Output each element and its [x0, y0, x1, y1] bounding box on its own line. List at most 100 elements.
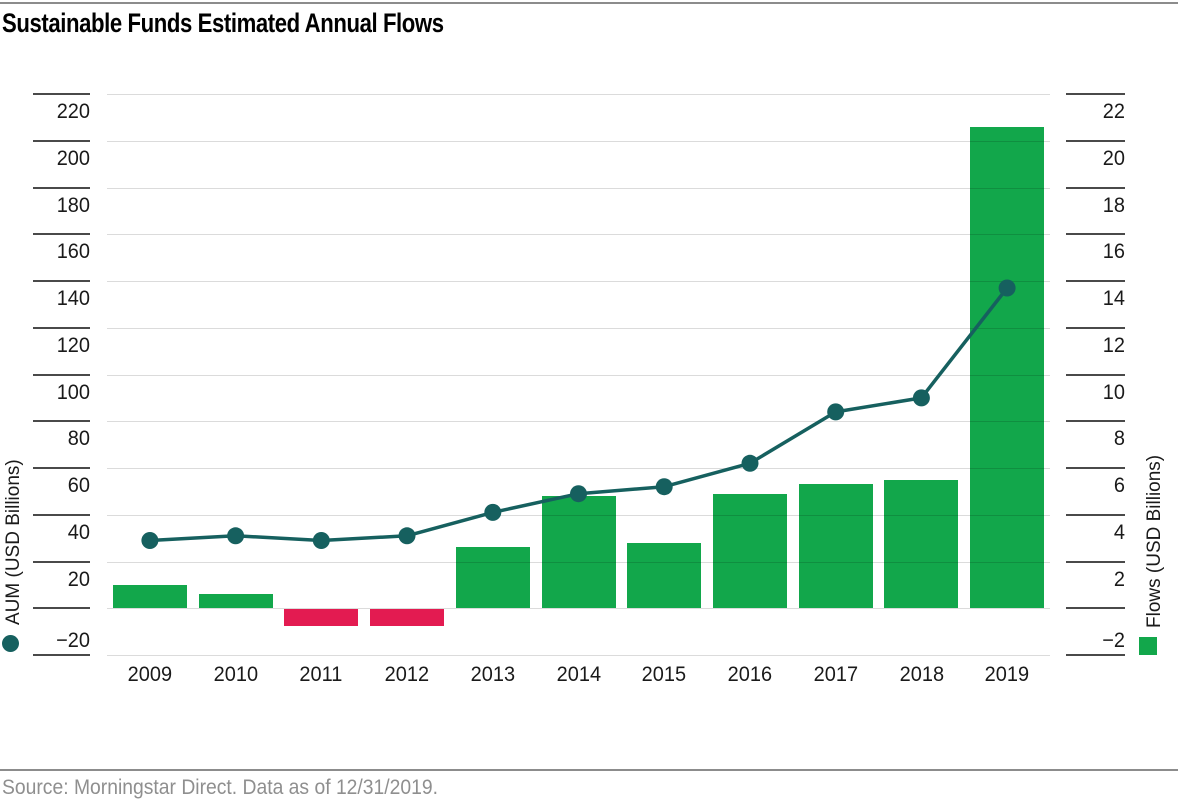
right-axis-tick [1066, 280, 1125, 282]
left-axis-tick [33, 93, 90, 95]
right-axis-tick-label: −2 [1102, 629, 1125, 652]
flow-bar-2009 [112, 584, 187, 609]
left-axis-tick [33, 233, 90, 236]
aum-dot-2017 [827, 403, 845, 421]
year-label-2011: 2011 [299, 663, 343, 686]
top-rule [0, 2, 1178, 4]
aum-line-layer [141, 279, 1016, 549]
aum-dot-2018 [912, 389, 930, 407]
right-axis-tick [1066, 513, 1125, 516]
left-axis-tick [33, 280, 90, 282]
y-gridline [107, 234, 1050, 236]
right-axis-tick-label: 20 [1102, 146, 1125, 170]
left-axis-tick-label: 40 [67, 520, 90, 544]
right-axis-tick [1066, 326, 1125, 329]
right-axis-tick-label: 14 [1102, 287, 1125, 310]
right-axis-tick [1066, 467, 1125, 469]
y-gridline [107, 514, 1050, 516]
right-axis-tick-label: 22 [1102, 100, 1125, 123]
right-axis-tick [1066, 139, 1125, 142]
year-label-2014: 2014 [556, 663, 601, 686]
flow-bar-2011 [284, 609, 359, 626]
left-axis-tick-label: 60 [67, 474, 90, 497]
right-axis-tick [1066, 607, 1125, 610]
right-axis-tick [1066, 233, 1125, 236]
left-axis-tick [33, 139, 90, 142]
aum-dot-2011 [312, 532, 330, 549]
year-label-2013: 2013 [470, 663, 515, 686]
left-axis-tick [33, 420, 90, 423]
left-axis-tick [33, 560, 90, 563]
left-axis-tick [33, 607, 90, 610]
aum-line-legend-circle-icon [2, 635, 19, 652]
right-axis-tick-label: 16 [1102, 240, 1125, 264]
left-axis-tick-label: 80 [67, 427, 90, 451]
left-axis-tick [33, 373, 90, 376]
left-axis-title: AUM (USD Billions) [3, 459, 24, 625]
left-axis-tick [33, 513, 90, 516]
y-gridline [107, 608, 1050, 610]
year-label-2016: 2016 [727, 663, 773, 686]
right-axis-tick [1066, 93, 1125, 95]
left-axis-tick-label: 180 [56, 193, 90, 217]
flow-bar-2010 [198, 594, 273, 609]
y-gridline [107, 655, 1050, 656]
aum-line [149, 286, 1009, 543]
flow-bar-2014 [541, 496, 616, 609]
source-note: Source: Morningstar Direct. Data as of 1… [2, 776, 439, 799]
year-label-2012: 2012 [384, 663, 430, 686]
left-axis-tick [33, 467, 90, 469]
aum-dot-2012 [398, 527, 416, 545]
flow-bar-2016 [712, 493, 787, 609]
aum-dot-2019 [998, 279, 1016, 297]
flows-bar-legend-square-icon [1139, 637, 1157, 655]
y-gridline [107, 374, 1050, 376]
flow-bar-2012 [370, 609, 445, 626]
left-axis-tick-label: 220 [56, 100, 90, 123]
right-axis-tick [1066, 186, 1125, 189]
y-gridline [107, 561, 1050, 563]
y-gridline [107, 421, 1050, 423]
right-axis-tick-label: 6 [1113, 474, 1125, 497]
flow-bar-2019 [970, 126, 1045, 609]
left-axis-tick [33, 326, 90, 329]
left-axis-tick [33, 186, 90, 189]
right-axis-tick [1066, 420, 1125, 423]
chart-title: Sustainable Funds Estimated Annual Flows [2, 8, 444, 38]
y-gridline [107, 281, 1050, 282]
flow-bar-2018 [884, 479, 959, 609]
right-axis-title: Flows (USD Billions) [1144, 454, 1165, 628]
y-gridline [107, 187, 1050, 189]
aum-dot-2015 [655, 478, 673, 496]
right-axis-tick-label: 12 [1102, 333, 1125, 357]
year-label-2017: 2017 [813, 663, 858, 686]
left-axis-tick-label: 200 [56, 146, 90, 170]
aum-dot-2013 [484, 503, 502, 521]
right-axis-tick [1066, 560, 1125, 563]
left-axis-tick-label: 120 [56, 333, 90, 357]
left-axis-tick-label: 20 [67, 567, 90, 591]
aum-dot-2009 [141, 532, 159, 549]
year-label-2019: 2019 [984, 663, 1030, 686]
flow-bar-2015 [627, 542, 702, 609]
left-axis-tick-label: 160 [56, 240, 90, 264]
y-gridline [107, 327, 1050, 329]
right-axis-tick-label: 4 [1113, 520, 1125, 544]
aum-dot-2010 [227, 527, 245, 545]
right-axis-tick-label: 18 [1102, 193, 1125, 217]
left-axis-tick-label: 100 [56, 380, 90, 404]
right-axis-tick-label: 10 [1102, 380, 1125, 404]
year-label-2018: 2018 [899, 663, 944, 686]
right-axis-tick [1066, 373, 1125, 376]
right-axis-tick [1066, 654, 1125, 656]
footer-rule [0, 769, 1178, 771]
flow-bar-2013 [455, 547, 530, 609]
y-gridline [107, 140, 1050, 142]
aum-dot-2014 [570, 485, 587, 503]
left-axis-tick-label: −20 [56, 629, 90, 652]
aum-dot-2016 [741, 454, 759, 472]
left-axis-tick-label: 140 [56, 287, 90, 310]
right-axis-tick-label: 8 [1113, 427, 1125, 451]
y-gridline [107, 468, 1050, 469]
